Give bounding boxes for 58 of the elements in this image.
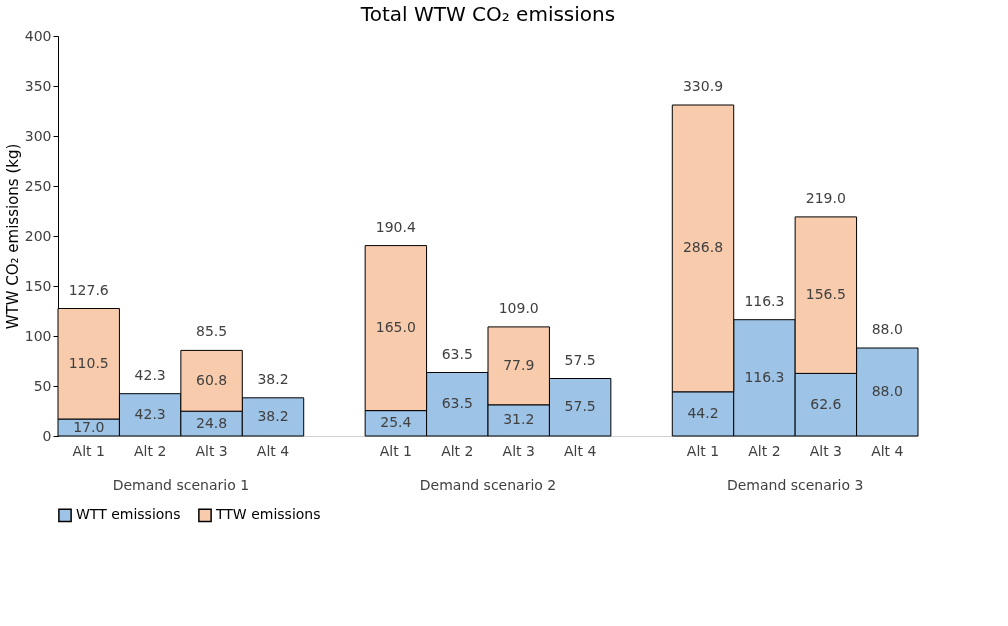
legend-label: WTT emissions: [76, 506, 181, 523]
data-label: 77.9: [503, 356, 535, 373]
data-label: 31.2: [503, 411, 535, 428]
total-label: 219.0: [805, 189, 846, 206]
data-label: 110.5: [68, 354, 109, 371]
y-tick-label: 200: [24, 227, 52, 244]
total-label: 57.5: [564, 351, 596, 368]
data-label: 116.3: [744, 368, 785, 385]
data-label: 88.0: [871, 383, 903, 399]
x-tick-label: Alt 1: [72, 442, 105, 459]
total-label: 38.2: [257, 370, 289, 387]
data-label: 25.4: [380, 414, 412, 431]
data-label: 60.8: [195, 371, 228, 388]
y-tick-label: 0: [42, 427, 52, 444]
y-tick-label: 350: [24, 77, 52, 94]
data-label: 42.3: [134, 405, 166, 422]
total-label: 190.4: [375, 218, 416, 235]
y-tick-label: 150: [24, 277, 52, 294]
y-axis-title: WTW CO₂ emissions (kg): [3, 143, 22, 330]
data-label: 63.5: [441, 395, 473, 412]
total-label: 42.3: [134, 366, 166, 383]
x-tick-label: Alt 4: [871, 442, 904, 459]
data-label: 62.6: [810, 395, 842, 412]
text: Demand scenario 3: [726, 477, 864, 493]
text: Demand scenario 1: [112, 477, 250, 493]
data-label: 286.8: [682, 239, 724, 256]
x-tick-label: Alt 3: [502, 442, 535, 459]
x-tick-label: Alt 1: [686, 442, 720, 459]
data-label: 57.5: [564, 398, 596, 415]
x-tick-label: Alt 2: [748, 442, 781, 459]
y-tick-label: 50: [33, 377, 52, 394]
x-tick-label: Alt 3: [195, 442, 228, 459]
total-label: 109.0: [498, 299, 539, 316]
y-tick-label: 300: [24, 127, 52, 144]
data-label: 165.0: [375, 319, 416, 336]
total-label: 88.0: [871, 321, 903, 337]
x-tick-label: Alt 4: [563, 442, 597, 459]
data-label: 44.2: [687, 404, 719, 421]
total-label: 116.3: [744, 292, 785, 309]
total-label: 330.9: [682, 78, 724, 94]
data-label: 17.0: [73, 418, 105, 435]
data-label: 156.5: [805, 286, 846, 303]
x-tick-label: Alt 3: [809, 442, 843, 459]
x-tick-label: Alt 2: [133, 442, 167, 459]
total-label: 63.5: [441, 345, 473, 362]
y-tick-label: 400: [24, 27, 52, 44]
chart-title: Total WTW CO₂ emissions: [359, 2, 616, 26]
text: Demand scenario 2: [419, 477, 557, 493]
x-tick-label: Alt 4: [256, 442, 290, 459]
legend-label: TTW emissions: [215, 506, 321, 523]
total-label: 85.5: [195, 323, 228, 340]
data-label: 24.8: [195, 414, 228, 431]
x-tick-label: Alt 1: [379, 442, 413, 459]
total-label: 127.6: [68, 281, 109, 298]
y-tick-label: 250: [24, 177, 52, 194]
data-label: 38.2: [257, 407, 289, 424]
x-tick-label: Alt 2: [441, 442, 474, 459]
y-tick-label: 100: [24, 327, 52, 344]
